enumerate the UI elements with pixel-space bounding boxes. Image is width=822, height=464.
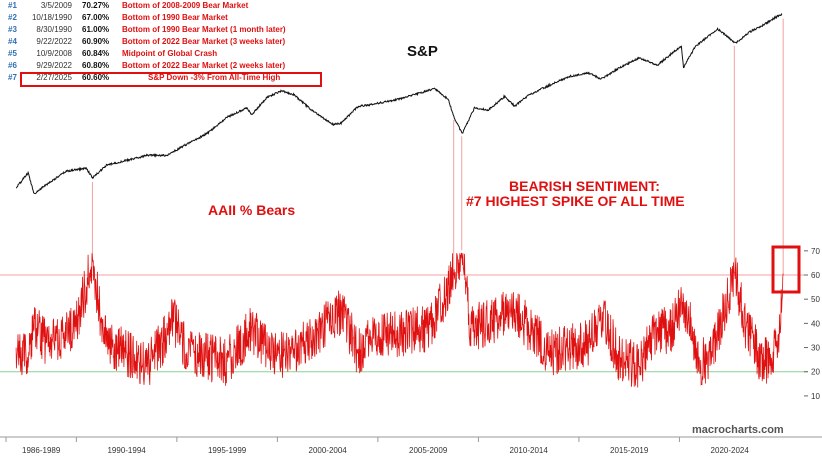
- row-description: Midpoint of Global Crash: [122, 49, 217, 58]
- right-y-axis: 10 20 30 40 50 60 70: [804, 247, 820, 401]
- row-description: S&P Down -3% From All-Time High: [148, 73, 280, 82]
- row-date: 9/22/2022: [36, 37, 72, 46]
- y-tick-label: 60: [811, 271, 820, 280]
- x-tick-label: 1990-1994: [107, 446, 146, 455]
- row-value: 67.00%: [82, 13, 109, 22]
- bears-series: [15, 252, 784, 388]
- y-tick-label: 70: [811, 247, 820, 256]
- table-row: #7 2/27/2025 60.60% S&P Down -3% From All-T…: [8, 73, 280, 82]
- table-row: #5 10/9/2008 60.84% Midpoint of Global Cras…: [8, 49, 217, 58]
- row-description: Bottom of 2022 Bear Market (3 weeks late…: [122, 37, 286, 46]
- x-tick-label: 1986-1989: [22, 446, 61, 455]
- row-value: 61.00%: [82, 25, 109, 34]
- y-tick-label: 30: [811, 344, 820, 353]
- table-row: #4 9/22/2022 60.90% Bottom of 2022 Bear Mar…: [8, 37, 286, 46]
- sentiment-headline-2: #7 HIGHEST SPIKE OF ALL TIME: [466, 193, 685, 209]
- x-tick-label: 2010-2014: [510, 446, 549, 455]
- table-highlight-box: [20, 72, 322, 87]
- table-row: #1 3/5/2009 70.27% Bottom of 2008-2009 Bear…: [8, 1, 249, 10]
- row-date: 10/9/2008: [36, 49, 72, 58]
- x-tick-label: 1995-1999: [208, 446, 247, 455]
- x-tick-label: 2005-2009: [409, 446, 448, 455]
- row-rank: #5: [8, 49, 17, 58]
- bears-title: AAII % Bears: [208, 202, 295, 218]
- row-date: 3/5/2009: [41, 1, 73, 10]
- row-date: 10/18/1990: [32, 13, 73, 22]
- spike-connector-lines: [91, 18, 784, 274]
- row-value: 70.27%: [82, 1, 109, 10]
- row-value: 60.60%: [82, 73, 109, 82]
- ranking-table: #1 3/5/2009 70.27% Bottom of 2008-2009 Bear…: [8, 1, 286, 82]
- row-description: Bottom of 1990 Bear Market: [122, 13, 228, 22]
- row-rank: #2: [8, 13, 17, 22]
- y-tick-label: 10: [811, 392, 820, 401]
- row-value: 60.84%: [82, 49, 109, 58]
- x-tick-label: 2015-2019: [610, 446, 649, 455]
- y-tick-label: 50: [811, 295, 820, 304]
- x-tick-label: 2000-2004: [309, 446, 348, 455]
- row-value: 60.90%: [82, 37, 109, 46]
- row-date: 8/30/1990: [36, 25, 72, 34]
- row-rank: #6: [8, 61, 17, 70]
- row-rank: #7: [8, 73, 17, 82]
- y-tick-label: 40: [811, 319, 820, 328]
- sentiment-headline-1: BEARISH SENTIMENT:: [509, 178, 660, 194]
- row-description: Bottom of 1990 Bear Market (1 month late…: [122, 25, 286, 34]
- row-description: Bottom of 2008-2009 Bear Market: [122, 1, 249, 10]
- row-rank: #4: [8, 37, 17, 46]
- latest-spike-box: [771, 245, 801, 294]
- row-date: 9/29/2022: [36, 61, 72, 70]
- row-date: 2/27/2025: [36, 73, 72, 82]
- table-row: #3 8/30/1990 61.00% Bottom of 1990 Bear Mar…: [8, 25, 286, 34]
- row-rank: #3: [8, 25, 17, 34]
- bears-line: [15, 252, 784, 388]
- sp-series: [15, 13, 783, 195]
- table-row: #6 9/29/2022 60.80% Bottom of 2022 Bear Mar…: [8, 61, 286, 70]
- sp-title: S&P: [407, 43, 438, 60]
- row-value: 60.80%: [82, 61, 109, 70]
- watermark: macrocharts.com: [692, 424, 784, 436]
- row-rank: #1: [8, 1, 17, 10]
- sp-line: [15, 13, 783, 195]
- bottom-x-axis: 1986-1989 1990-1994 1995-1999 2000-2004 2005…: [0, 436, 822, 455]
- table-row: #2 10/18/1990 67.00% Bottom of 1990 Bear Ma…: [8, 13, 228, 22]
- row-description: Bottom of 2022 Bear Market (2 weeks late…: [122, 61, 286, 70]
- x-tick-label: 2020-2024: [711, 446, 750, 455]
- y-tick-label: 20: [811, 368, 820, 377]
